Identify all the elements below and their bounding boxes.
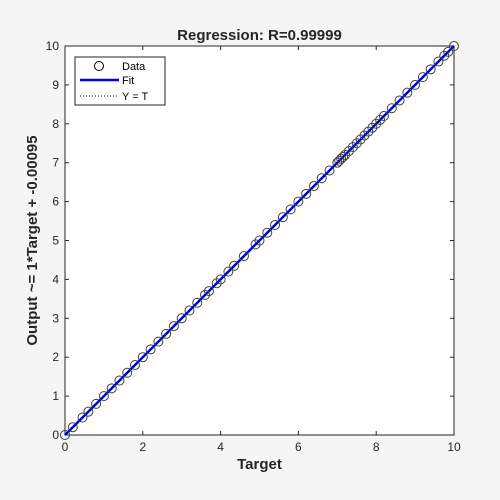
data-point: [402, 87, 413, 98]
data-point: [211, 278, 222, 289]
x-tick-label: 8: [373, 440, 380, 454]
data-point: [153, 336, 164, 347]
data-point: [316, 173, 327, 184]
x-tick-label: 2: [139, 440, 146, 454]
data-point: [200, 289, 211, 300]
data-point: [184, 305, 195, 316]
data-point: [394, 95, 405, 106]
data-point: [168, 321, 179, 332]
y-axis-title: Output ~= 1*Target + -0.00095: [24, 135, 41, 345]
data-point: [137, 352, 148, 363]
data-point: [343, 146, 354, 157]
x-tick-label: 10: [447, 440, 461, 454]
data-point: [192, 297, 203, 308]
data-point: [262, 227, 273, 238]
data-point: [130, 359, 141, 370]
data-point: [375, 114, 386, 125]
y-tick-label: 2: [52, 350, 59, 364]
data-point: [270, 219, 281, 230]
y-tick-label: 8: [52, 117, 59, 131]
y-tick-label: 9: [52, 78, 59, 92]
data-point: [359, 130, 370, 141]
data-point: [106, 383, 117, 394]
y-tick-label: 0: [52, 428, 59, 442]
data-point: [386, 103, 397, 114]
data-point: [83, 406, 94, 417]
data-point: [378, 111, 389, 122]
data-point: [449, 41, 459, 51]
y-tick-label: 5: [52, 234, 59, 248]
y-tick-label: 7: [52, 156, 59, 170]
y-tick-label: 10: [46, 39, 60, 53]
chart-title: Regression: R=0.99999: [177, 27, 342, 44]
x-tick-label: 4: [217, 440, 224, 454]
data-point: [347, 142, 358, 153]
legend: Data Fit Y = T: [74, 56, 166, 106]
data-point: [338, 151, 349, 162]
data-point: [122, 367, 133, 378]
data-point: [410, 79, 421, 90]
legend-label-yt: Y = T: [122, 91, 148, 103]
data-point: [301, 188, 312, 199]
data-point: [308, 181, 319, 192]
x-tick-label: 6: [295, 440, 302, 454]
data-point: [161, 328, 172, 339]
data-point: [336, 153, 347, 164]
legend-label-fit: Fit: [122, 75, 134, 87]
data-point: [67, 422, 78, 433]
data-point: [367, 122, 378, 133]
data-point: [98, 391, 109, 402]
y-tick-label: 4: [52, 272, 59, 286]
data-point: [215, 274, 226, 285]
y-tick-label: 6: [52, 195, 59, 209]
x-tick-label: 0: [62, 440, 69, 454]
data-points: [60, 41, 459, 440]
y-tick-label: 3: [52, 311, 59, 325]
data-point: [355, 134, 366, 145]
data-point: [254, 235, 265, 246]
data-point: [203, 286, 214, 297]
data-point: [176, 313, 187, 324]
data-point: [293, 196, 304, 207]
data-point: [340, 149, 351, 160]
data-point: [443, 46, 454, 57]
data-point: [145, 344, 156, 355]
data-point: [363, 126, 374, 137]
data-point: [439, 50, 450, 61]
legend-label-data: Data: [122, 61, 146, 73]
data-point: [238, 251, 249, 262]
data-point: [114, 375, 125, 386]
data-point: [229, 260, 240, 271]
fit-line: [64, 45, 455, 436]
x-axis-title: Target: [237, 456, 282, 473]
data-point: [332, 157, 343, 168]
data-point: [433, 56, 444, 67]
legend-data-marker: [94, 61, 104, 71]
data-point: [285, 204, 296, 215]
data-point: [91, 398, 102, 409]
data-point: [371, 118, 382, 129]
series-lines: [64, 45, 455, 436]
data-point: [417, 72, 428, 83]
data-point: [223, 266, 234, 277]
data-point: [351, 138, 362, 149]
data-point: [425, 64, 436, 75]
data-point: [250, 239, 261, 250]
data-point: [277, 212, 288, 223]
y-tick-label: 1: [52, 389, 59, 403]
data-point: [60, 430, 70, 440]
data-point: [324, 165, 335, 176]
data-point: [334, 155, 345, 166]
data-point: [77, 412, 88, 423]
